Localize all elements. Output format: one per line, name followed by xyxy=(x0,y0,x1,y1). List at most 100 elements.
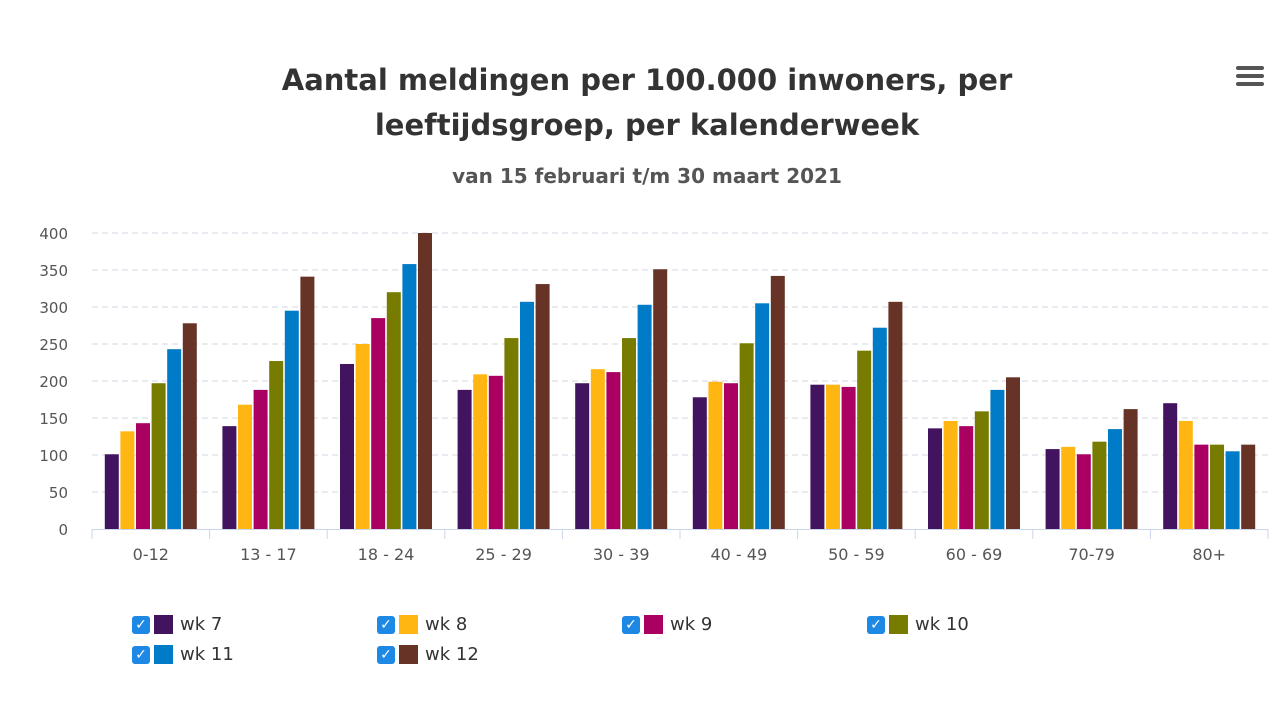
bar xyxy=(826,384,840,529)
y-tick-label: 350 xyxy=(39,262,68,280)
y-tick-label: 200 xyxy=(39,373,68,391)
bar xyxy=(520,301,534,529)
bar xyxy=(606,372,621,529)
x-tick-label: 80+ xyxy=(1192,545,1226,564)
bar xyxy=(1225,451,1240,529)
bar xyxy=(340,363,354,529)
legend-label: wk 11 xyxy=(180,644,234,665)
bar xyxy=(269,361,284,529)
bar xyxy=(167,349,182,529)
checkbox-checked-icon[interactable]: ✓ xyxy=(132,645,150,664)
bar xyxy=(872,327,887,529)
hamburger-menu-icon[interactable] xyxy=(1236,66,1264,90)
legend-swatch xyxy=(644,615,663,634)
bar xyxy=(457,389,472,529)
y-tick-label: 300 xyxy=(39,299,68,317)
bar xyxy=(959,426,974,529)
bar xyxy=(928,428,942,529)
bar xyxy=(1076,454,1091,529)
bar xyxy=(575,383,590,529)
bar xyxy=(857,350,872,529)
bar xyxy=(810,384,825,529)
bar xyxy=(1241,444,1256,529)
bar xyxy=(182,323,197,529)
bar xyxy=(386,292,401,529)
x-tick-label: 50 - 59 xyxy=(828,545,885,564)
bar xyxy=(888,301,903,529)
bar xyxy=(418,233,432,529)
checkbox-checked-icon[interactable]: ✓ xyxy=(622,615,640,634)
legend-item[interactable]: ✓ wk 10 xyxy=(867,614,969,635)
bar xyxy=(300,276,315,529)
bar xyxy=(1163,403,1178,529)
checkbox-checked-icon[interactable]: ✓ xyxy=(377,615,395,634)
x-tick-label: 25 - 29 xyxy=(475,545,532,564)
chart-title: Aantal meldingen per 100.000 inwoners, p… xyxy=(281,63,1013,142)
bar xyxy=(943,420,958,529)
bar xyxy=(1210,444,1224,529)
legend-label: wk 7 xyxy=(180,614,223,635)
checkbox-checked-icon[interactable]: ✓ xyxy=(132,615,150,634)
bar xyxy=(1006,377,1020,529)
bar xyxy=(473,374,488,529)
y-tick-label: 400 xyxy=(39,225,68,243)
bar xyxy=(1123,409,1138,529)
legend-swatch xyxy=(399,615,418,634)
bar xyxy=(724,383,738,529)
legend-swatch xyxy=(154,615,173,634)
legend-swatch xyxy=(154,645,173,664)
legend-swatch xyxy=(399,645,418,664)
bar xyxy=(974,411,989,529)
bar xyxy=(1061,446,1076,529)
y-tick-label: 0 xyxy=(58,521,68,539)
bar xyxy=(504,338,519,529)
legend-item[interactable]: ✓ wk 7 xyxy=(132,614,222,635)
y-tick-label: 50 xyxy=(49,484,68,502)
bar xyxy=(535,284,550,529)
x-tick-label: 70-79 xyxy=(1068,545,1115,564)
legend-label: wk 8 xyxy=(425,614,468,635)
bar xyxy=(739,343,754,529)
bar xyxy=(1045,449,1060,529)
y-tick-label: 150 xyxy=(39,410,68,428)
legend-label: wk 9 xyxy=(670,614,713,635)
x-tick-label: 0-12 xyxy=(133,545,169,564)
bar xyxy=(637,304,652,529)
bar xyxy=(1194,444,1209,529)
legend-item[interactable]: ✓ wk 12 xyxy=(377,644,479,665)
bar xyxy=(253,389,268,529)
bar xyxy=(770,275,785,529)
checkbox-checked-icon[interactable]: ✓ xyxy=(867,615,885,634)
legend-label: wk 10 xyxy=(915,614,969,635)
y-tick-label: 250 xyxy=(39,336,68,354)
bar xyxy=(1092,441,1107,529)
bar xyxy=(488,375,503,529)
x-tick-label: 60 - 69 xyxy=(946,545,1003,564)
legend-item[interactable]: ✓ wk 11 xyxy=(132,644,234,665)
bar xyxy=(692,397,707,529)
bar xyxy=(590,369,605,529)
bar xyxy=(136,423,150,529)
bar xyxy=(708,381,723,529)
bar xyxy=(222,426,237,529)
x-tick-label: 13 - 17 xyxy=(240,545,297,564)
bar xyxy=(151,383,166,529)
x-tick-label: 30 - 39 xyxy=(593,545,650,564)
bar xyxy=(402,264,417,529)
bar xyxy=(990,389,1005,529)
bar xyxy=(371,318,386,529)
legend-label: wk 12 xyxy=(425,644,479,665)
bar xyxy=(653,269,668,529)
bar xyxy=(355,344,370,529)
legend-item[interactable]: ✓ wk 8 xyxy=(377,614,467,635)
bar xyxy=(755,303,770,529)
checkbox-checked-icon[interactable]: ✓ xyxy=(377,645,395,664)
bar xyxy=(841,386,856,529)
bar xyxy=(1108,429,1122,529)
bar xyxy=(120,431,135,529)
y-tick-label: 100 xyxy=(39,447,68,465)
bar xyxy=(104,454,119,529)
chart-subtitle: van 15 februari t/m 30 maart 2021 xyxy=(452,164,842,188)
legend-item[interactable]: ✓ wk 9 xyxy=(622,614,712,635)
